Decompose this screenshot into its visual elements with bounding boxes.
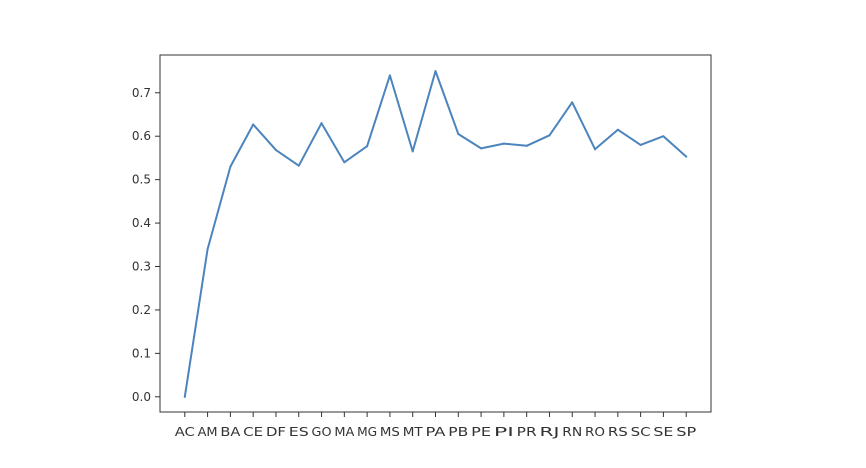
x-tick-label: SE: [653, 425, 673, 439]
x-tick-label: CE: [243, 425, 263, 439]
data-point: [229, 165, 232, 168]
data-point: [571, 101, 574, 104]
x-tick-label: SP: [676, 425, 696, 439]
data-point: [206, 248, 209, 251]
data-point: [594, 148, 597, 151]
x-tick-label: PB: [448, 425, 468, 439]
x-tick-label: PE: [471, 425, 491, 439]
x-tick-label: PA: [426, 425, 447, 439]
x-tick-label: MS: [380, 425, 400, 439]
x-tick-label: RN: [562, 425, 582, 439]
x-tick-label: AC: [175, 425, 195, 439]
data-point: [252, 123, 255, 126]
data-point: [388, 74, 391, 77]
data-point: [434, 70, 437, 73]
data-point: [502, 142, 505, 145]
data-point: [525, 144, 528, 147]
y-tick-label: 0.2: [132, 303, 151, 317]
plot-area: [159, 54, 712, 413]
y-tick-label: 0.1: [132, 346, 151, 360]
y-tick-label: 0.3: [132, 260, 151, 274]
x-tick-label: MT: [403, 425, 424, 439]
x-tick-label: BA: [220, 425, 241, 439]
data-point: [320, 122, 323, 125]
data-point: [366, 145, 369, 148]
x-tick-label: RS: [608, 425, 628, 439]
data-point: [480, 147, 483, 150]
y-tick-label: 0.5: [132, 173, 151, 187]
data-point: [343, 161, 346, 164]
x-tick-label: PR: [517, 425, 537, 439]
data-point: [183, 395, 186, 398]
y-tick-label: 0.6: [132, 129, 151, 143]
y-tick-label: 0.4: [132, 216, 151, 230]
x-axis: AC AM BA CE DF ES GO MA MG MS MT PA PB PE PI PR RJ RN RO RS…: [175, 412, 696, 439]
data-point: [457, 133, 460, 136]
x-tick-label: SC: [631, 425, 651, 439]
x-tick-label: PI: [494, 425, 514, 439]
data-point: [639, 143, 642, 146]
data-point: [411, 150, 414, 153]
x-tick-label: AM: [198, 425, 218, 439]
data-point: [662, 135, 665, 138]
x-tick-label: DF: [266, 425, 286, 439]
data-point: [297, 164, 300, 167]
x-tick-label: ES: [289, 425, 309, 439]
x-tick-label: MG: [357, 425, 377, 439]
y-tick-label: 0.0: [132, 390, 151, 404]
data-point: [274, 149, 277, 152]
x-tick-label: RO: [585, 425, 605, 439]
x-tick-label: MA: [334, 425, 355, 439]
y-axis: 0.0 0.1 0.2 0.3 0.4 0.5 0.6 0.7: [132, 86, 160, 404]
data-point: [685, 155, 688, 158]
y-tick-label: 0.7: [132, 86, 151, 100]
data-point: [616, 128, 619, 131]
x-tick-label: GO: [312, 425, 332, 439]
data-point: [548, 134, 551, 137]
x-tick-label: RJ: [539, 425, 559, 439]
